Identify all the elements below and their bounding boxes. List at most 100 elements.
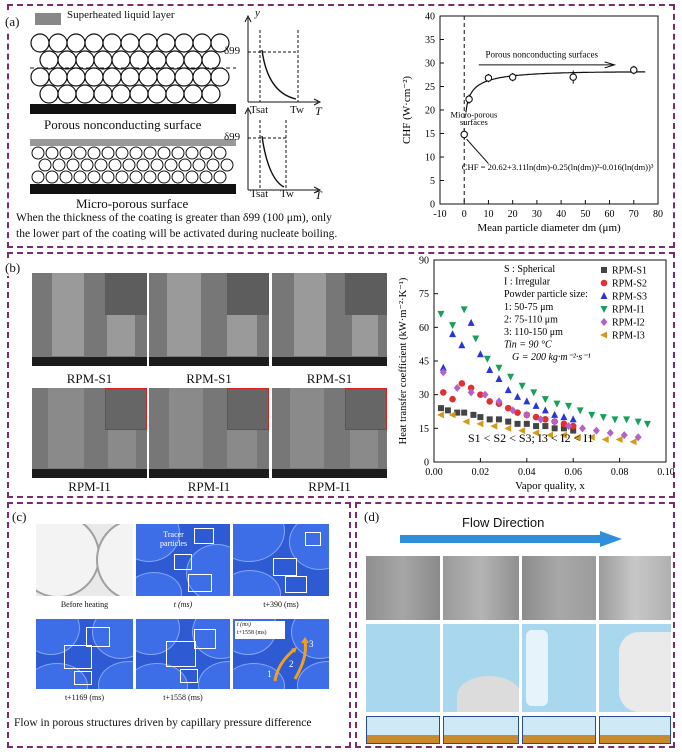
htc-note-line: 1: 50-75 μm (504, 302, 553, 313)
chf-x-tick-label: 80 (653, 209, 663, 220)
htc-point-rpm-s1 (454, 409, 461, 416)
chf-data-point (460, 130, 468, 139)
htc-point-rpm-s1 (551, 425, 558, 432)
sem-image-i1-c (272, 388, 387, 478)
htc-note-line: S : Spherical (504, 264, 555, 275)
htc-point-rpm-s3 (504, 386, 512, 394)
htc-point-rpm-s2 (542, 416, 549, 423)
htc-point-rpm-s3 (551, 410, 559, 418)
htc-legend-label-rpm-i2: RPM-I2 (612, 318, 645, 329)
htc-point-rpm-s2 (514, 409, 521, 416)
htc-point-rpm-s1 (560, 425, 567, 432)
flow-sim-1 (366, 624, 440, 712)
htc-point-rpm-i2 (537, 415, 545, 424)
htc-point-rpm-i3 (518, 427, 526, 435)
htc-point-rpm-s1 (523, 420, 530, 427)
htc-point-rpm-i1 (530, 389, 538, 397)
htc-point-rpm-i3 (476, 420, 484, 428)
tracer-particles-label: Tracer particles (160, 530, 188, 548)
htc-point-rpm-i1 (460, 306, 468, 314)
htc-point-rpm-i2 (439, 368, 447, 377)
htc-point-rpm-i1 (507, 373, 515, 381)
chf-x-tick-label: 30 (532, 209, 542, 220)
chf-data-point (569, 73, 577, 81)
htc-point-rpm-i2 (578, 424, 586, 433)
porous-substrate (30, 104, 236, 114)
sem-image-i1-a (32, 388, 147, 478)
htc-point-rpm-s3 (467, 318, 475, 326)
htc-point-rpm-s1 (444, 407, 451, 414)
chf-chart: -10 0 10 20 30 40 50 60 70 800510152025303540Poro… (401, 12, 663, 235)
profile1-tw-label: Tw (290, 104, 304, 116)
flow-section-2 (443, 716, 519, 744)
chf-data-point (484, 74, 493, 82)
htc-point-rpm-i3 (573, 433, 581, 441)
htc-point-rpm-s1 (533, 423, 540, 430)
flow-sim-3 (522, 624, 596, 712)
flow-photo-3 (522, 556, 596, 620)
htc-point-rpm-i3 (532, 429, 540, 437)
sem-image-s1-c (272, 273, 387, 366)
chf-data-point (465, 95, 473, 103)
profile1-y-label: y (255, 7, 260, 19)
htc-x-axis-label: Vapor quality, x (515, 480, 585, 492)
panel-b-label: (b) (3, 260, 23, 276)
htc-point-rpm-i1 (483, 355, 491, 363)
htc-point-rpm-i3 (559, 431, 567, 439)
htc-point-rpm-s3 (541, 406, 549, 414)
htc-point-rpm-s1 (486, 416, 493, 423)
htc-point-rpm-i1 (576, 407, 584, 415)
flow-photo-2 (443, 556, 519, 620)
liquid-layer-swatch (35, 13, 61, 25)
htc-point-rpm-i2 (467, 388, 475, 397)
htc-point-rpm-i1 (565, 402, 573, 410)
htc-point-rpm-s2 (467, 384, 475, 392)
chf-annot-micro-2: surfaces (460, 117, 488, 127)
sem-image-s1-a (32, 273, 147, 366)
htc-point-rpm-i2 (551, 417, 559, 426)
htc-point-rpm-i1 (472, 335, 480, 343)
chf-x-tick-label: 70 (629, 209, 639, 220)
htc-point-rpm-i2 (606, 428, 614, 437)
htc-point-rpm-s3 (532, 401, 540, 409)
htc-point-rpm-s1 (437, 405, 444, 412)
chf-annot-micro-1: Micro-porous (451, 110, 498, 120)
htc-point-rpm-i3 (629, 438, 637, 446)
htc-legend-label-rpm-i3: RPM-I3 (612, 331, 645, 342)
htc-y-tick-label: 30 (419, 390, 429, 401)
caption-i1-a: RPM-I1 (68, 479, 111, 494)
htc-point-rpm-i3 (436, 411, 444, 419)
flow-sim-4 (599, 624, 671, 712)
porous-bead-layer (30, 33, 230, 104)
htc-legend-label-rpm-i1: RPM-I1 (612, 305, 645, 316)
profile2-tw-label: Tw (280, 188, 294, 200)
caption-s1-b: RPM-S1 (186, 371, 232, 386)
htc-point-rpm-i1 (623, 416, 631, 424)
htc-y-tick-label: 60 (419, 323, 429, 334)
flow-path-arrows (273, 637, 309, 682)
microporous-bead-layer (31, 146, 234, 184)
arrow-label-3: 3 (309, 639, 314, 649)
panel-c (7, 502, 351, 748)
htc-point-rpm-i2 (592, 426, 600, 435)
temperature-profile-plots (244, 14, 322, 194)
caption-i1-c: RPM-I1 (308, 479, 351, 494)
htc-x-tick-label: 0.06 (564, 467, 582, 478)
htc-point-rpm-s2 (477, 391, 484, 398)
htc-point-rpm-s3 (523, 397, 531, 405)
htc-point-rpm-i3 (490, 422, 498, 430)
chf-y-tick-label: 20 (425, 106, 435, 117)
htc-point-rpm-s2 (439, 389, 447, 396)
chf-x-tick-label: 60 (605, 209, 615, 220)
chf-equation: CHF = 20.62+3.11ln(dm)-0.25(ln(dm))²-0.0… (462, 162, 654, 172)
htc-point-rpm-s1 (477, 414, 484, 421)
htc-point-rpm-i2 (620, 431, 628, 440)
panel-d (355, 502, 675, 748)
tracer-image-t390 (233, 524, 329, 596)
tracer-image-t (136, 524, 230, 596)
htc-point-rpm-s1 (570, 427, 577, 434)
microporous-substrate (30, 184, 236, 194)
chf-fit-curve (465, 71, 646, 113)
panel-a (7, 4, 675, 248)
microporous-surface-label: Micro-porous surface (76, 196, 189, 211)
